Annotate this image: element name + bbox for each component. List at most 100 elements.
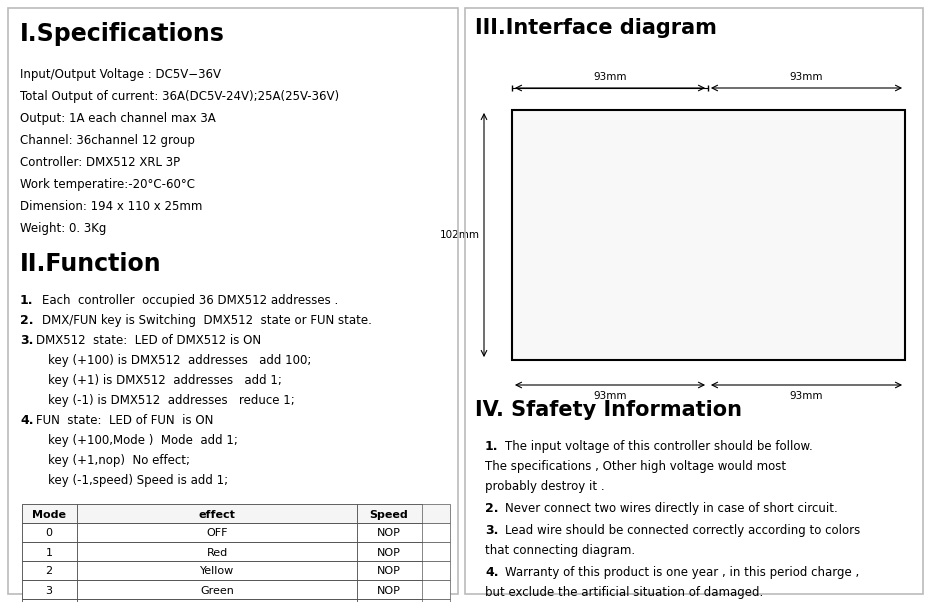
- Circle shape: [881, 186, 889, 194]
- Text: FUN  state:  LED of FUN  is ON: FUN state: LED of FUN is ON: [36, 414, 213, 427]
- Bar: [645, 292, 671, 350]
- Bar: [520, 304, 562, 344]
- Text: OUT8: OUT8: [649, 152, 654, 169]
- Text: 4.: 4.: [20, 414, 34, 427]
- Text: NOP: NOP: [377, 586, 401, 595]
- Circle shape: [649, 134, 654, 140]
- Circle shape: [603, 302, 608, 306]
- Text: 93mm: 93mm: [593, 391, 627, 401]
- Circle shape: [550, 134, 555, 140]
- Text: POWER: POWER: [520, 352, 560, 362]
- Circle shape: [574, 149, 579, 154]
- Text: DMXIN: DMXIN: [751, 165, 776, 174]
- Circle shape: [656, 302, 661, 306]
- Text: key (+100) is DMX512  addresses   add 100;: key (+100) is DMX512 addresses add 100;: [48, 354, 311, 367]
- Text: OUT11: OUT11: [574, 148, 579, 169]
- Circle shape: [624, 120, 628, 125]
- Circle shape: [603, 334, 608, 338]
- Circle shape: [673, 120, 678, 125]
- Bar: [723, 330, 745, 344]
- Circle shape: [574, 134, 579, 140]
- Bar: [853, 175, 895, 230]
- Text: FUN: FUN: [727, 322, 741, 328]
- Text: OUT9: OUT9: [624, 152, 628, 169]
- Bar: [723, 282, 795, 324]
- Circle shape: [761, 212, 773, 224]
- Text: NOP: NOP: [377, 529, 401, 539]
- Text: 2.: 2.: [20, 314, 34, 327]
- Bar: [614, 115, 639, 172]
- Text: Warranty of this product is one year , in this period charge ,: Warranty of this product is one year , i…: [505, 566, 859, 579]
- Bar: [639, 115, 663, 172]
- Bar: [565, 115, 589, 172]
- Text: OUT4: OUT4: [623, 283, 641, 289]
- Text: DMX512  state:  LED of DMX512 is ON: DMX512 state: LED of DMX512 is ON: [36, 334, 261, 347]
- Text: 3.: 3.: [20, 334, 34, 347]
- Text: 1.: 1.: [20, 294, 34, 307]
- Circle shape: [577, 317, 582, 323]
- Text: key (+1) is DMX512  addresses   add 1;: key (+1) is DMX512 addresses add 1;: [48, 374, 282, 387]
- Bar: [801, 330, 823, 344]
- Text: 1.: 1.: [485, 440, 498, 453]
- Text: key (+100,Mode )  Mode  add 1;: key (+100,Mode ) Mode add 1;: [48, 434, 238, 447]
- Bar: [619, 292, 645, 350]
- Circle shape: [624, 134, 628, 140]
- Text: Speed: Speed: [802, 322, 823, 328]
- Text: OUT5: OUT5: [649, 283, 668, 289]
- Text: DMX512: DMX512: [749, 163, 785, 172]
- Circle shape: [550, 120, 555, 125]
- Circle shape: [761, 179, 773, 191]
- Text: Work temperatire:-20°C-60°C: Work temperatire:-20°C-60°C: [20, 178, 195, 191]
- Text: DMX/FUN key is Switching  DMX512  state or FUN state.: DMX/FUN key is Switching DMX512 state or…: [42, 314, 371, 327]
- FancyBboxPatch shape: [797, 119, 851, 161]
- Text: 8: 8: [750, 294, 762, 312]
- Text: +100: +100: [750, 347, 770, 353]
- Text: DC5V-24V 36A: DC5V-24V 36A: [627, 250, 734, 263]
- Text: 93mm: 93mm: [789, 391, 823, 401]
- Text: 0: 0: [46, 529, 52, 539]
- Text: but exclude the artificial situation of damaged.: but exclude the artificial situation of …: [485, 586, 763, 599]
- Text: V-: V-: [534, 275, 547, 288]
- Text: Output: 1A each channel max 3A: Output: 1A each channel max 3A: [20, 112, 216, 125]
- Text: 8: 8: [773, 294, 785, 312]
- Text: II.Function: II.Function: [20, 252, 162, 276]
- Circle shape: [550, 334, 556, 338]
- Circle shape: [881, 203, 889, 211]
- Text: Never connect two wires directly in case of short circuit.: Never connect two wires directly in case…: [505, 502, 838, 515]
- Circle shape: [649, 149, 654, 154]
- Circle shape: [600, 120, 604, 125]
- Bar: [749, 330, 771, 344]
- Circle shape: [600, 149, 604, 154]
- Text: 1: 1: [46, 547, 52, 557]
- Text: DMX
DMX/FUN: DMX DMX/FUN: [722, 347, 747, 358]
- Text: DMX
IN: DMX IN: [828, 193, 848, 212]
- Circle shape: [881, 309, 889, 317]
- FancyBboxPatch shape: [737, 119, 791, 161]
- Circle shape: [600, 134, 604, 140]
- Bar: [671, 292, 698, 350]
- Text: V-: V-: [534, 317, 547, 330]
- Circle shape: [682, 317, 687, 323]
- Circle shape: [629, 302, 635, 306]
- Text: Total Output of current: 36A(DC5V-24V);25A(25V-36V): Total Output of current: 36A(DC5V-24V);2…: [20, 90, 339, 103]
- Text: Red: Red: [207, 547, 227, 557]
- Text: 2.: 2.: [485, 502, 498, 515]
- Circle shape: [550, 302, 556, 306]
- Text: Each  controller  occupied 36 DMX512 addresses .: Each controller occupied 36 DMX512 addre…: [42, 294, 338, 307]
- Circle shape: [629, 334, 635, 338]
- Text: Dimension: 194 x 110 x 25mm: Dimension: 194 x 110 x 25mm: [20, 200, 202, 213]
- Text: probably destroy it .: probably destroy it .: [485, 480, 604, 493]
- Circle shape: [624, 149, 628, 154]
- Circle shape: [682, 302, 687, 306]
- Text: -1: -1: [808, 347, 816, 353]
- Bar: [593, 292, 619, 350]
- Text: OUT2: OUT2: [570, 283, 589, 289]
- Bar: [520, 261, 562, 301]
- Circle shape: [656, 334, 661, 338]
- Bar: [853, 280, 895, 345]
- Text: Mode: Mode: [750, 322, 769, 328]
- Text: Lead wire should be connected correctly according to colors: Lead wire should be connected correctly …: [505, 524, 860, 537]
- Text: Input/Output Voltage : DC5V−36V: Input/Output Voltage : DC5V−36V: [20, 68, 221, 81]
- Circle shape: [656, 317, 661, 323]
- Text: Yellow: Yellow: [200, 566, 234, 577]
